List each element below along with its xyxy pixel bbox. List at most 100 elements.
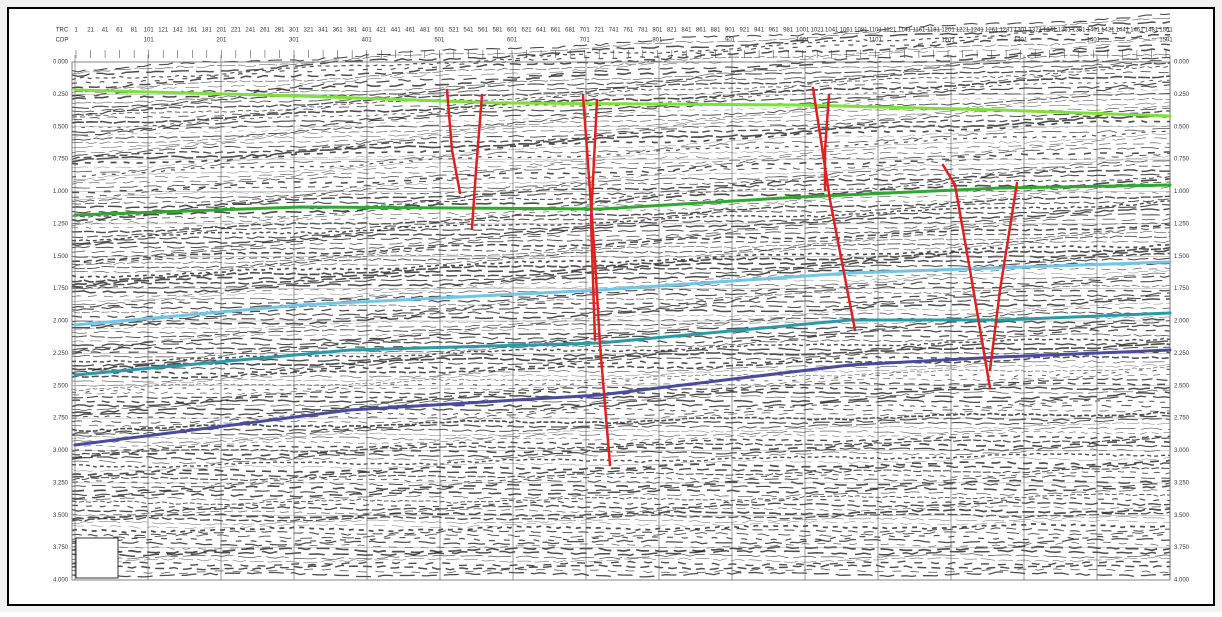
trace-number: 821 — [667, 28, 678, 34]
time-label: 0.250 — [1174, 92, 1190, 98]
seismic-section: 0.0000.0000.2500.2500.5000.5000.7500.750… — [0, 0, 1222, 612]
trace-label: TRC — [56, 28, 69, 34]
time-label: 0.500 — [1174, 124, 1190, 130]
time-label: 3.000 — [53, 448, 69, 454]
trace-number: 1181 — [927, 28, 941, 34]
trace-number: 341 — [318, 28, 329, 34]
trace-number: 241 — [245, 28, 256, 34]
trace-number: 1441 — [1116, 28, 1130, 34]
trace-number: 141 — [173, 28, 184, 34]
cdp-number: 1301 — [1014, 38, 1028, 44]
trace-number: 61 — [116, 28, 123, 34]
time-label: 2.500 — [53, 383, 69, 389]
trace-number: 101 — [144, 28, 155, 34]
trace-number: 561 — [478, 28, 489, 34]
trace-number: 641 — [536, 28, 547, 34]
trace-number: 1321 — [1029, 28, 1043, 34]
trace-number: 401 — [362, 28, 373, 34]
trace-number: 921 — [740, 28, 751, 34]
time-label: 4.000 — [53, 578, 69, 584]
time-label: 3.250 — [1174, 480, 1190, 486]
time-label: 1.250 — [1174, 221, 1190, 227]
trace-number: 621 — [522, 28, 533, 34]
trace-number: 1281 — [999, 28, 1013, 34]
trace-number: 301 — [289, 28, 300, 34]
time-label: 1.500 — [1174, 254, 1190, 260]
trace-number: 1381 — [1072, 28, 1086, 34]
trace-number: 521 — [449, 28, 460, 34]
trace-number: 1501 — [1159, 28, 1173, 34]
trace-number: 261 — [260, 28, 271, 34]
trace-number: 1121 — [883, 28, 897, 34]
trace-number: 1241 — [970, 28, 984, 34]
trace-number: 841 — [681, 28, 692, 34]
trace-number: 861 — [696, 28, 707, 34]
time-label: 3.750 — [53, 545, 69, 551]
trace-number: 981 — [783, 28, 794, 34]
cdp-number: 1201 — [941, 38, 955, 44]
cdp-number: 101 — [144, 38, 155, 44]
cdp-number: 601 — [507, 38, 518, 44]
trace-number: 881 — [710, 28, 721, 34]
trace-number: 361 — [333, 28, 344, 34]
trace-number: 441 — [391, 28, 402, 34]
trace-number: 81 — [131, 28, 138, 34]
time-label: 0.750 — [1174, 157, 1190, 163]
trace-number: 161 — [187, 28, 198, 34]
trace-number: 1101 — [869, 28, 883, 34]
trace-number: 1161 — [912, 28, 926, 34]
trace-number: 321 — [304, 28, 315, 34]
trace-number: 1301 — [1014, 28, 1028, 34]
trace-number: 1221 — [956, 28, 970, 34]
time-label: 4.000 — [1174, 578, 1190, 584]
trace-number: 21 — [87, 28, 94, 34]
trace-number: 1021 — [811, 28, 825, 34]
trace-number: 1361 — [1058, 28, 1072, 34]
trace-number: 121 — [158, 28, 169, 34]
cdp-number: 201 — [216, 38, 227, 44]
trace-number: 1141 — [898, 28, 912, 34]
cdp-number: 701 — [580, 38, 591, 44]
trace-number: 1061 — [840, 28, 854, 34]
trace-number: 1261 — [985, 28, 999, 34]
trace-number: 761 — [623, 28, 634, 34]
trace-number: 221 — [231, 28, 242, 34]
cdp-label: CDP — [56, 38, 69, 44]
time-label: 3.000 — [1174, 448, 1190, 454]
cdp-number: 301 — [289, 38, 300, 44]
cdp-number: 1401 — [1087, 38, 1101, 44]
trace-number: 1481 — [1145, 28, 1159, 34]
time-label: 0.250 — [53, 92, 69, 98]
info-box — [76, 538, 118, 578]
time-label: 1.500 — [53, 254, 69, 260]
trace-number: 901 — [725, 28, 736, 34]
trace-number: 781 — [638, 28, 649, 34]
cdp-number: 901 — [725, 38, 736, 44]
time-label: 3.750 — [1174, 545, 1190, 551]
trace-number: 1041 — [825, 28, 839, 34]
trace-number: 461 — [405, 28, 416, 34]
trace-number: 1341 — [1043, 28, 1057, 34]
trace-number: 801 — [652, 28, 663, 34]
trace-number: 941 — [754, 28, 765, 34]
trace-number: 501 — [434, 28, 445, 34]
time-label: 1.000 — [1174, 189, 1190, 195]
time-label: 3.500 — [1174, 513, 1190, 519]
trace-number: 601 — [507, 28, 518, 34]
trace-number: 581 — [492, 28, 503, 34]
time-label: 2.000 — [53, 319, 69, 325]
trace-number: 1461 — [1130, 28, 1144, 34]
time-label: 0.500 — [53, 124, 69, 130]
trace-number: 41 — [102, 28, 109, 34]
trace-number: 381 — [347, 28, 358, 34]
trace-number: 541 — [463, 28, 474, 34]
cdp-number: 401 — [362, 38, 373, 44]
trace-number: 421 — [376, 28, 387, 34]
trace-number: 681 — [565, 28, 576, 34]
time-label: 1.750 — [1174, 286, 1190, 292]
time-label: 2.750 — [1174, 416, 1190, 422]
cdp-number: 1001 — [796, 38, 810, 44]
trace-number: 1421 — [1101, 28, 1115, 34]
time-label: 0.750 — [53, 157, 69, 163]
cdp-number: 501 — [434, 38, 445, 44]
